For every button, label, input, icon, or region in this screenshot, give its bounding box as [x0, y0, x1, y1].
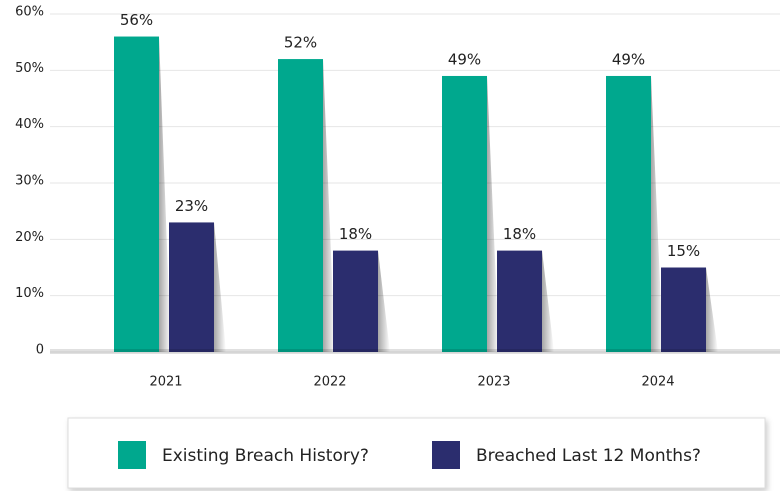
- bar-shadow: [378, 250, 390, 352]
- value-label: 52%: [284, 34, 317, 52]
- x-tick-label: 2024: [641, 375, 674, 390]
- legend-swatch: [118, 441, 146, 469]
- value-label: 18%: [503, 225, 536, 243]
- value-label: 49%: [612, 50, 645, 68]
- y-tick-label: 30%: [15, 174, 44, 189]
- x-tick-label: 2022: [313, 375, 346, 390]
- bar: [169, 222, 214, 352]
- bar-shadow: [214, 222, 226, 352]
- value-label: 56%: [120, 11, 153, 29]
- bar-shadow: [706, 267, 718, 352]
- value-label: 49%: [448, 50, 481, 68]
- legend-label: Breached Last 12 Months?: [476, 446, 701, 466]
- bar-shadow: [542, 250, 554, 352]
- bar-shadow: [323, 59, 335, 353]
- bar: [497, 250, 542, 352]
- value-label: 23%: [175, 197, 208, 215]
- baseline-shadow: [50, 349, 780, 354]
- bar: [114, 36, 159, 353]
- y-tick-label: 40%: [15, 117, 44, 132]
- bar: [606, 75, 651, 352]
- value-label: 15%: [667, 242, 700, 260]
- y-tick-label: 50%: [15, 61, 44, 76]
- bar: [278, 59, 323, 353]
- value-label: 18%: [339, 225, 372, 243]
- bar-shadow: [651, 75, 663, 352]
- x-tick-label: 2021: [149, 375, 182, 390]
- bar-shadow: [159, 36, 171, 353]
- legend-swatch: [432, 441, 460, 469]
- y-tick-label: 0: [36, 343, 44, 358]
- y-tick-label: 10%: [15, 286, 44, 301]
- bar: [661, 267, 706, 352]
- x-tick-label: 2023: [477, 375, 510, 390]
- bar: [442, 75, 487, 352]
- legend-box: [67, 417, 766, 489]
- y-tick-label: 60%: [15, 5, 44, 20]
- y-tick-label: 20%: [15, 230, 44, 245]
- bar: [333, 250, 378, 352]
- legend-label: Existing Breach History?: [162, 446, 369, 466]
- bar-shadow: [487, 75, 499, 352]
